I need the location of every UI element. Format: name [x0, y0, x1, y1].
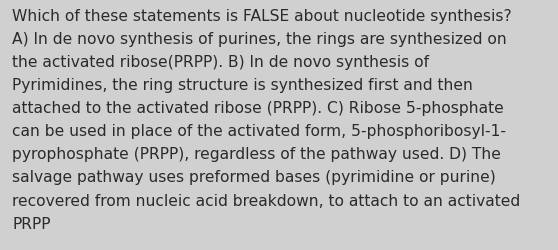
- Text: attached to the activated ribose (PRPP). C) Ribose 5-phosphate: attached to the activated ribose (PRPP).…: [12, 101, 504, 116]
- Text: can be used in place of the activated form, 5-phosphoribosyl-1-: can be used in place of the activated fo…: [12, 124, 506, 139]
- Text: the activated ribose(PRPP). B) In de novo synthesis of: the activated ribose(PRPP). B) In de nov…: [12, 55, 430, 70]
- Text: Which of these statements is FALSE about nucleotide synthesis?: Which of these statements is FALSE about…: [12, 9, 512, 24]
- Text: salvage pathway uses preformed bases (pyrimidine or purine): salvage pathway uses preformed bases (py…: [12, 170, 496, 185]
- Text: pyrophosphate (PRPP), regardless of the pathway used. D) The: pyrophosphate (PRPP), regardless of the …: [12, 147, 501, 162]
- Text: PRPP: PRPP: [12, 216, 51, 231]
- Text: recovered from nucleic acid breakdown, to attach to an activated: recovered from nucleic acid breakdown, t…: [12, 193, 521, 208]
- Text: A) In de novo synthesis of purines, the rings are synthesized on: A) In de novo synthesis of purines, the …: [12, 32, 507, 47]
- Text: Pyrimidines, the ring structure is synthesized first and then: Pyrimidines, the ring structure is synth…: [12, 78, 473, 93]
